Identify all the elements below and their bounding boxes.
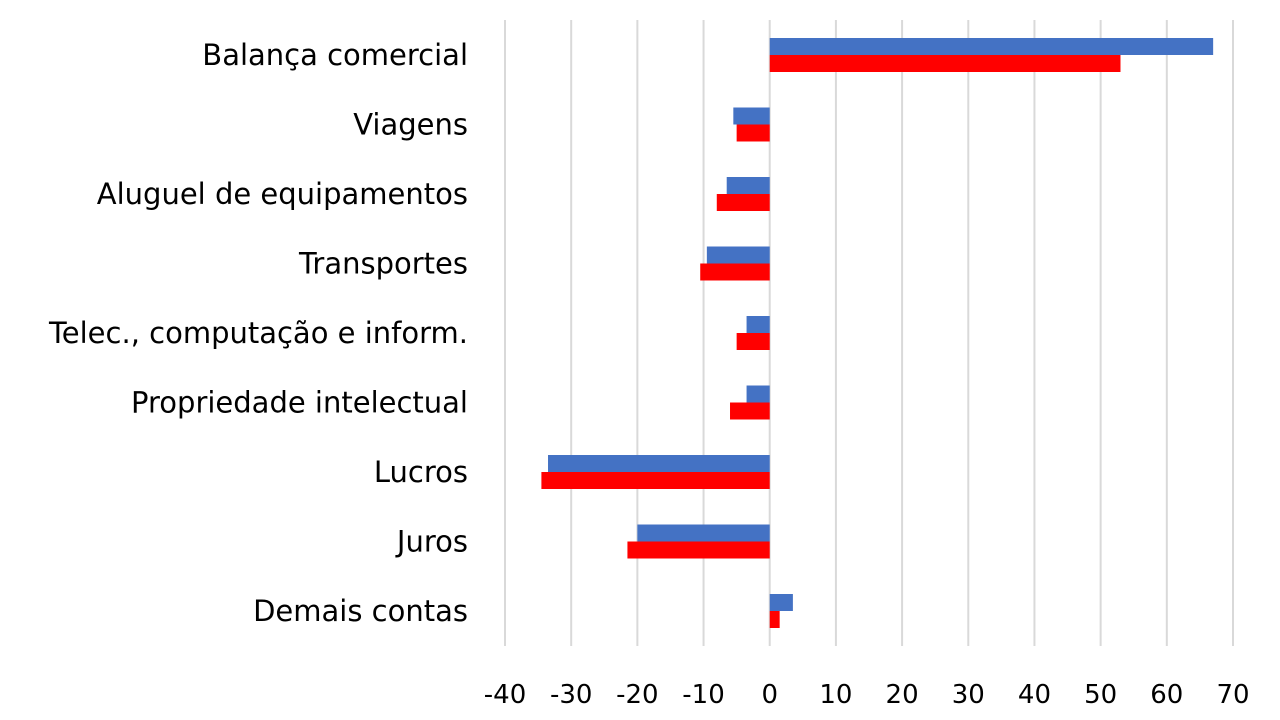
bar-series-1 — [769, 38, 1214, 55]
x-tick-label: -10 — [682, 680, 724, 710]
bar-series-1 — [769, 594, 793, 611]
bar-series-2 — [730, 402, 770, 420]
category-label: Telec., computação e inform. — [48, 316, 468, 350]
x-tick-label: 30 — [952, 680, 985, 710]
bar-series-1 — [726, 177, 770, 194]
bars — [541, 38, 1214, 628]
x-axis-tick-labels: -40 -30 -20 -10 0 10 20 30 40 50 60 70 — [484, 680, 1250, 710]
bar-series-2 — [736, 333, 770, 350]
category-label: Aluguel de equipamentos — [97, 177, 468, 211]
bar-series-1 — [706, 246, 770, 264]
bar-series-2 — [716, 194, 770, 211]
category-label: Propriedade intelectual — [131, 386, 468, 420]
x-tick-label: 20 — [886, 680, 919, 710]
category-label: Viagens — [353, 108, 468, 142]
bar-series-2 — [627, 541, 770, 559]
x-tick-label: -40 — [484, 680, 526, 710]
bar-series-1 — [637, 524, 770, 542]
bar-series-1 — [733, 107, 770, 125]
category-labels: Balança comercial Viagens Aluguel de equip… — [48, 38, 468, 628]
bar-series-2 — [769, 55, 1121, 72]
category-label: Demais contas — [253, 594, 468, 628]
category-label: Transportes — [298, 247, 468, 281]
bar-series-2 — [736, 124, 770, 142]
bar-series-2 — [541, 472, 770, 489]
bar-series-1 — [746, 316, 770, 333]
bar-series-2 — [769, 611, 780, 628]
x-tick-label: 50 — [1084, 680, 1117, 710]
x-tick-label: 40 — [1018, 680, 1051, 710]
gridlines — [504, 20, 1234, 646]
x-tick-label: 0 — [761, 680, 778, 710]
x-tick-label: 60 — [1150, 680, 1183, 710]
x-tick-label: 70 — [1216, 680, 1249, 710]
x-tick-label: 10 — [819, 680, 852, 710]
x-tick-label: -20 — [616, 680, 658, 710]
bar-series-1 — [746, 385, 770, 403]
category-label: Lucros — [374, 455, 468, 489]
category-label: Juros — [395, 525, 468, 559]
x-tick-label: -30 — [550, 680, 592, 710]
bar-series-1 — [548, 455, 770, 472]
category-label: Balança comercial — [202, 38, 468, 72]
bar-series-2 — [700, 263, 770, 281]
